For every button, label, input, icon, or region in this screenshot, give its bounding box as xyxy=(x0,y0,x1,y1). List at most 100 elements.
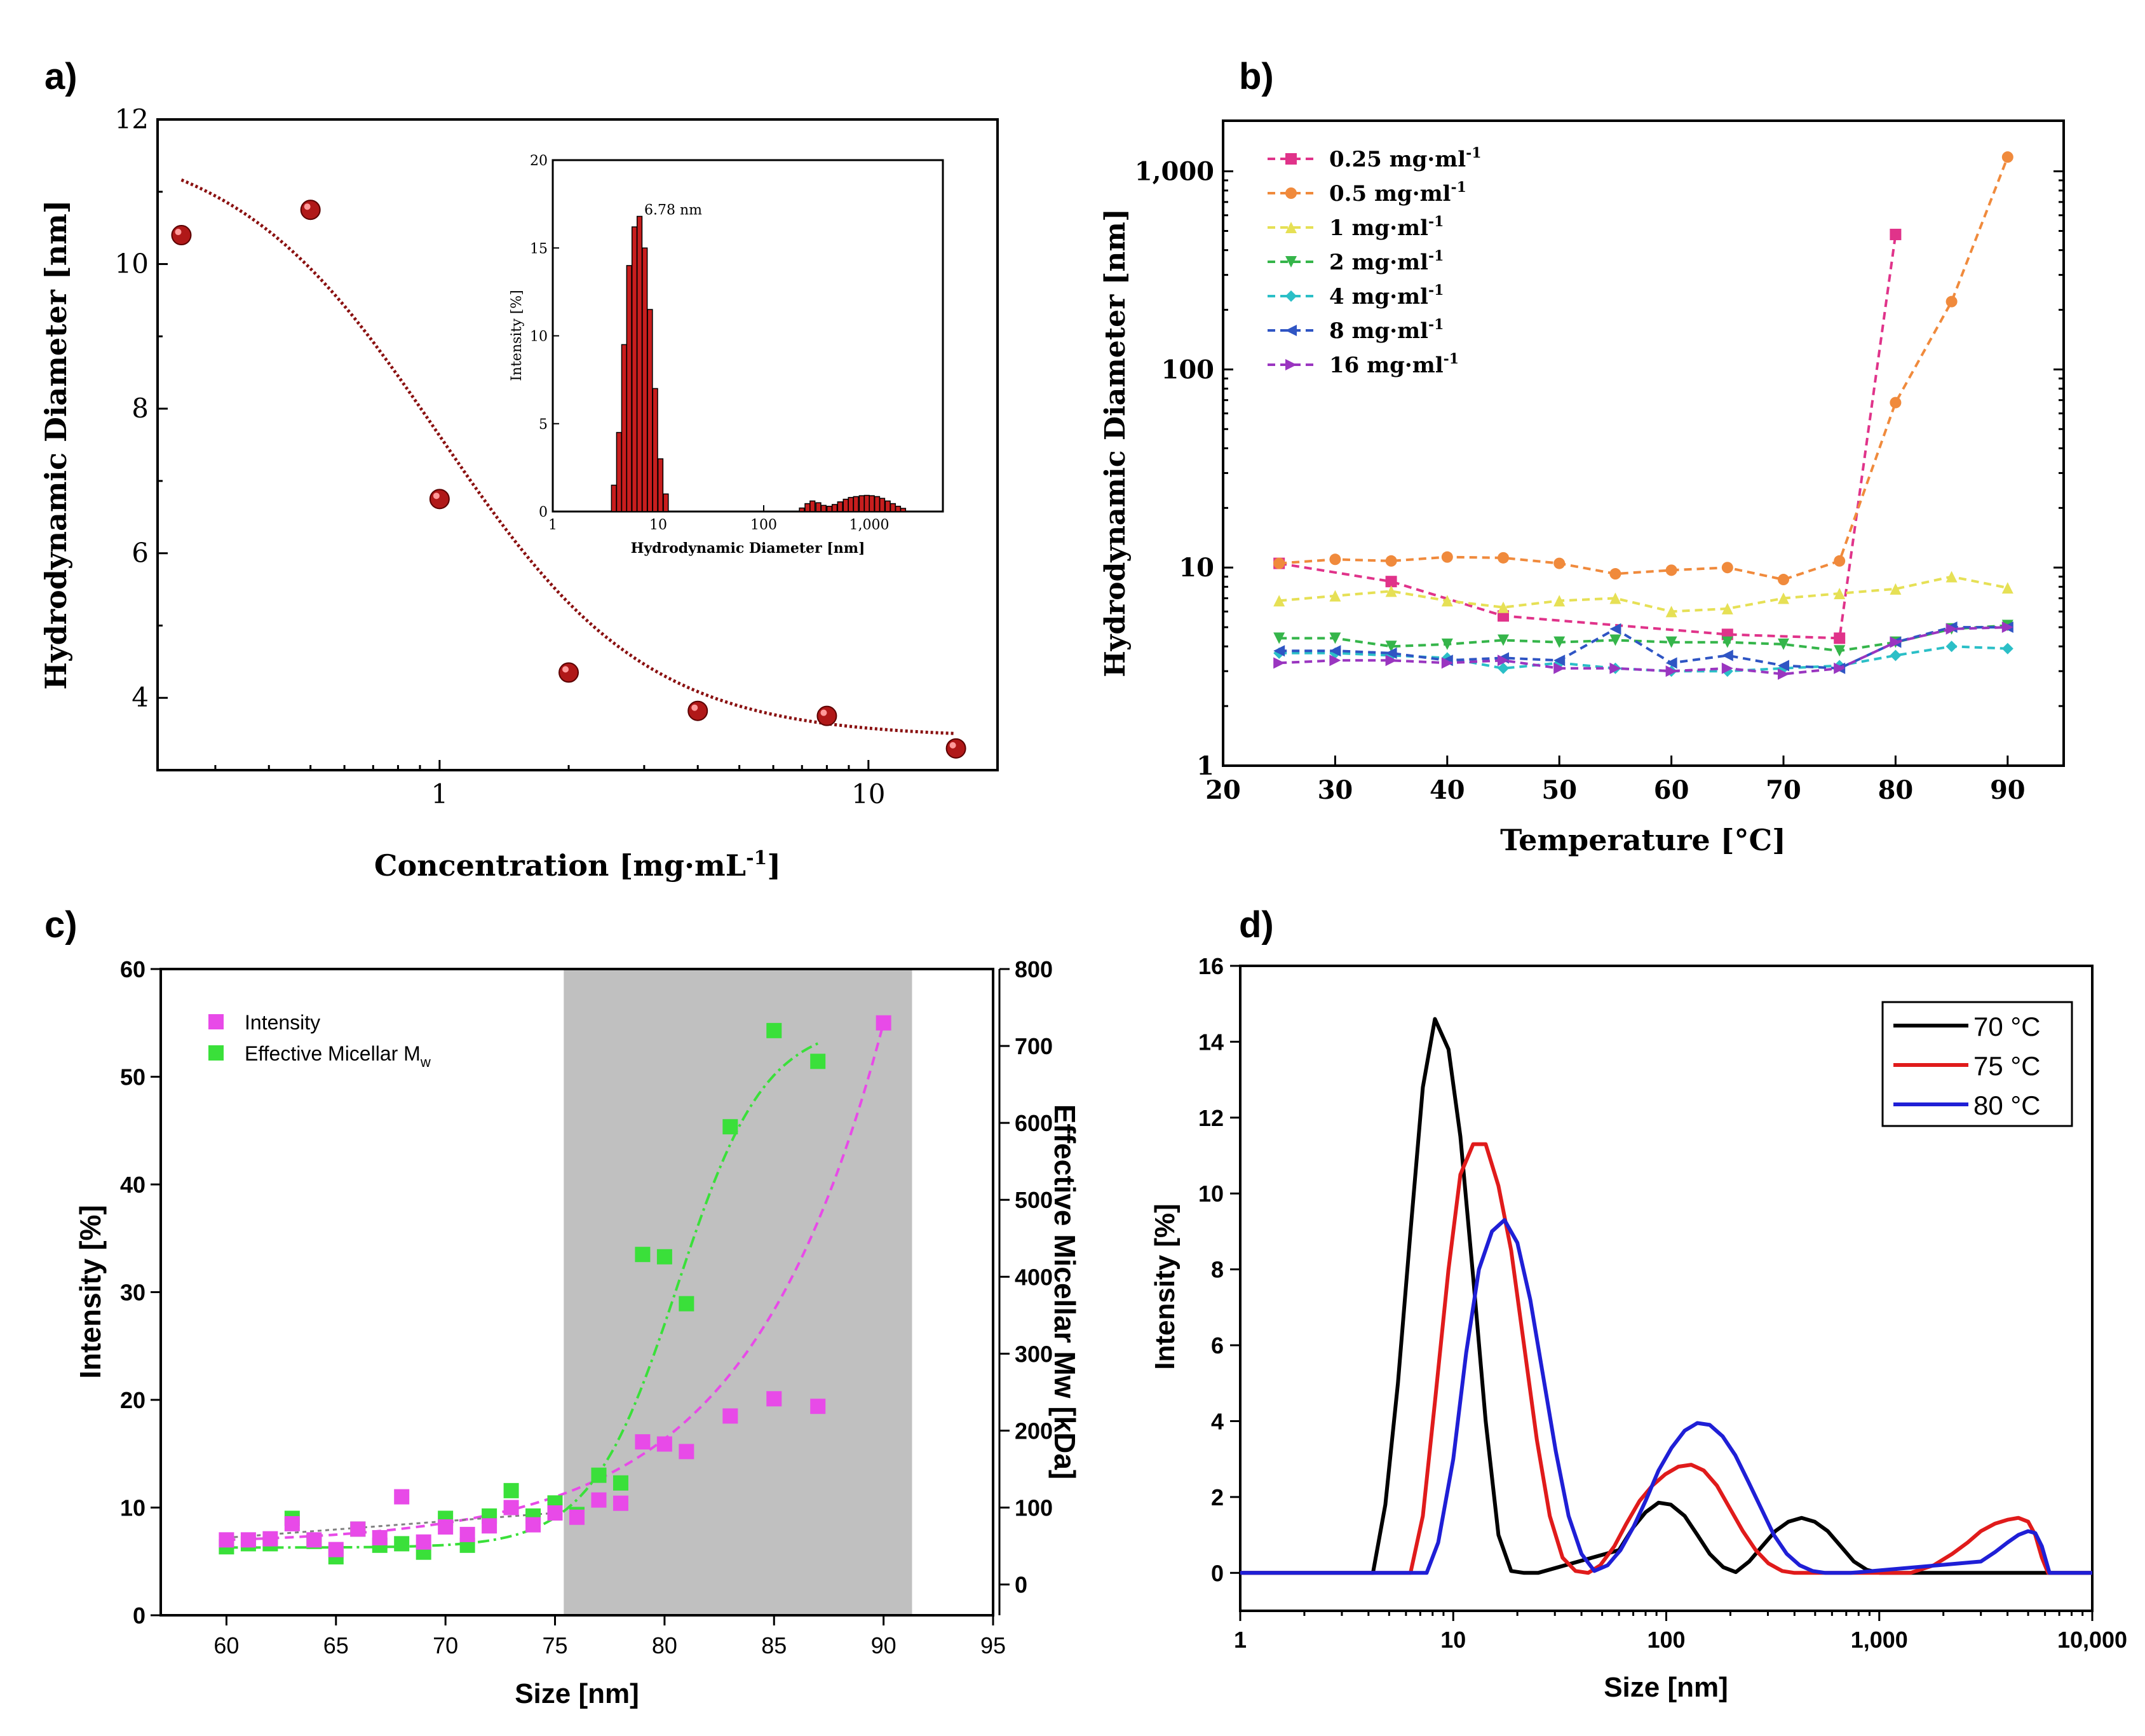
panel-b-xtick-label: 30 xyxy=(1318,775,1353,805)
panel-b-ytick-label: 1 xyxy=(1196,751,1214,781)
panel-b-marker xyxy=(1609,662,1621,674)
panel-b-marker xyxy=(1329,645,1341,657)
panel-b-legend-marker xyxy=(1285,325,1297,336)
panel-c-intensity-marker xyxy=(394,1489,410,1505)
panel-d-xlabel: Size [nm] xyxy=(1604,1672,1728,1703)
panel-c-intensity-marker xyxy=(547,1505,563,1521)
panel-b-legend-name: 0.5 mg·ml xyxy=(1329,181,1451,207)
panel-c-intensity-marker xyxy=(306,1532,322,1548)
panel-c-legend-label: Effective Micellar Mw xyxy=(245,1042,431,1070)
panel-b-xtick-label: 50 xyxy=(1541,775,1577,805)
panel-a-fit-curve xyxy=(180,178,956,735)
panel-c-xtick-label: 60 xyxy=(213,1632,239,1658)
panel-a-label: a) xyxy=(44,56,78,97)
panel-d-ytick-label: 4 xyxy=(1211,1408,1224,1434)
panel-c-y2tick-label: 800 xyxy=(1015,956,1053,982)
panel-b-legend: 0.25 mg·ml-10.5 mg·ml-11 mg·ml-12 mg·ml-… xyxy=(1268,145,1482,378)
panel-c-intensity-marker xyxy=(284,1516,300,1531)
panel-c-mw-marker xyxy=(591,1467,607,1483)
inset-bar xyxy=(642,247,648,512)
panel-b-marker xyxy=(1329,553,1341,566)
panel-b-legend-sup: -1 xyxy=(1428,282,1444,299)
panel-c-legend-name: Effective Micellar M xyxy=(245,1042,421,1065)
panel-b-marker xyxy=(1273,645,1285,657)
panel-d-label: d) xyxy=(1239,904,1274,946)
panel-c-mw-marker xyxy=(810,1054,826,1069)
panel-b-marker xyxy=(1329,654,1341,667)
panel-a-xtick-label: 1 xyxy=(431,778,448,810)
panel-d-ticks: 1 10 100 1,000 10,000 0 2 4 6 8 10 12 14 16 xyxy=(1198,953,2127,1653)
panel-b-series-line xyxy=(1279,575,2008,613)
panel-c-y2label: Effective Micellar Mw [kDa] xyxy=(1048,1104,1081,1480)
panel-b-xtick-label: 60 xyxy=(1654,775,1689,805)
panel-b-marker xyxy=(1721,602,1733,614)
panel-b-legend-marker xyxy=(1285,153,1297,165)
panel-b-marker xyxy=(1329,632,1341,644)
panel-b-marker xyxy=(1385,641,1397,653)
panel-d-ytick-label: 8 xyxy=(1211,1257,1224,1283)
panel-c-mw-fit xyxy=(226,1042,819,1549)
panel-b-legend-label: 8 mg·ml-1 xyxy=(1329,316,1444,344)
panel-a-point-highlight xyxy=(820,709,827,716)
panel-b-legend-marker xyxy=(1285,222,1297,233)
panel-c-mw-marker xyxy=(766,1022,782,1038)
panel-b-marker xyxy=(1441,638,1453,650)
inset-xtick-label: 1,000 xyxy=(849,517,889,533)
panel-c-intensity-marker xyxy=(591,1492,607,1508)
panel-a-point xyxy=(687,700,708,721)
panel-c-y2tick-label: 400 xyxy=(1015,1264,1053,1290)
inset-bar xyxy=(895,505,902,512)
panel-c-intensity-marker xyxy=(219,1532,234,1548)
panel-b-legend-marker xyxy=(1285,187,1297,199)
panel-b-marker xyxy=(1778,638,1789,650)
inset-bar xyxy=(636,215,643,512)
panel-c-ytick-label: 20 xyxy=(120,1387,145,1413)
panel-a-inset: 1 10 100 1,000 0 5 10 15 20 6.78 nm Hydrodynamic… xyxy=(509,153,944,557)
inset-bar xyxy=(820,505,827,512)
panel-b-marker xyxy=(1498,662,1509,674)
panel-c-intensity-marker xyxy=(262,1531,278,1547)
panel-c-intensity-marker xyxy=(612,1495,628,1511)
panel-b-marker xyxy=(1721,562,1733,574)
panel-c-xtick-label: 65 xyxy=(323,1632,349,1658)
panel-a-xlabel: Concentration [mg·mL-1] xyxy=(374,847,781,883)
panel-b-legend-sup: -1 xyxy=(1444,351,1459,367)
panel-b-marker xyxy=(1945,571,1958,583)
panel-b-marker xyxy=(1834,632,1846,644)
panel-d-series-line xyxy=(1240,1017,2092,1575)
panel-c-mw-marker xyxy=(394,1536,410,1552)
panel-c-intensity-marker xyxy=(328,1542,344,1557)
panel-b-legend-label: 2 mg·ml-1 xyxy=(1329,248,1444,275)
panel-b-marker xyxy=(1553,636,1566,648)
panel-b-xtick-label: 80 xyxy=(1878,775,1914,805)
panel-b-legend-sup: -1 xyxy=(1428,316,1444,333)
inset-bar xyxy=(890,503,896,512)
panel-d-ylabel: Intensity [%] xyxy=(1149,1204,1181,1370)
panel-b-label: b) xyxy=(1239,56,1274,97)
panel-d-ytick-label: 2 xyxy=(1211,1484,1224,1510)
panel-b-xtick-label: 90 xyxy=(1990,775,2026,805)
panel-a-point-highlight xyxy=(562,666,569,673)
panel-c-intensity-marker xyxy=(569,1509,585,1525)
panel-c-intensity-marker xyxy=(438,1519,454,1535)
panel-b-marker xyxy=(1385,585,1397,597)
panel-c-intensity-marker xyxy=(459,1526,475,1542)
panel-c-legend-label: Intensity xyxy=(245,1011,320,1034)
inset-bar xyxy=(853,496,859,512)
panel-c-xtick-label: 90 xyxy=(871,1632,897,1658)
panel-b-marker xyxy=(1385,654,1397,667)
panel-a-ytick-label: 4 xyxy=(132,682,149,713)
inset-xlabel: Hydrodynamic Diameter [nm] xyxy=(631,540,865,557)
panel-a-point xyxy=(429,489,450,510)
inset-bar xyxy=(611,484,617,512)
panel-b-legend-sup: -1 xyxy=(1428,214,1444,230)
panel-b-series-line xyxy=(1279,626,2008,670)
panel-c-mw-marker xyxy=(635,1247,651,1263)
panel-b-marker xyxy=(1553,595,1566,607)
panel-b-marker xyxy=(1329,590,1341,602)
panel-b-xtick-label: 40 xyxy=(1430,775,1465,805)
inset-bar xyxy=(863,494,870,512)
